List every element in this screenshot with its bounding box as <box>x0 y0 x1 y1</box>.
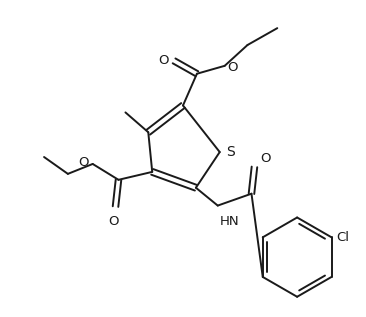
Text: O: O <box>260 152 271 165</box>
Text: O: O <box>228 61 238 74</box>
Text: HN: HN <box>220 215 239 228</box>
Text: O: O <box>158 54 169 68</box>
Text: O: O <box>78 157 89 170</box>
Text: O: O <box>108 215 119 228</box>
Text: Cl: Cl <box>336 231 350 244</box>
Text: S: S <box>226 145 235 159</box>
